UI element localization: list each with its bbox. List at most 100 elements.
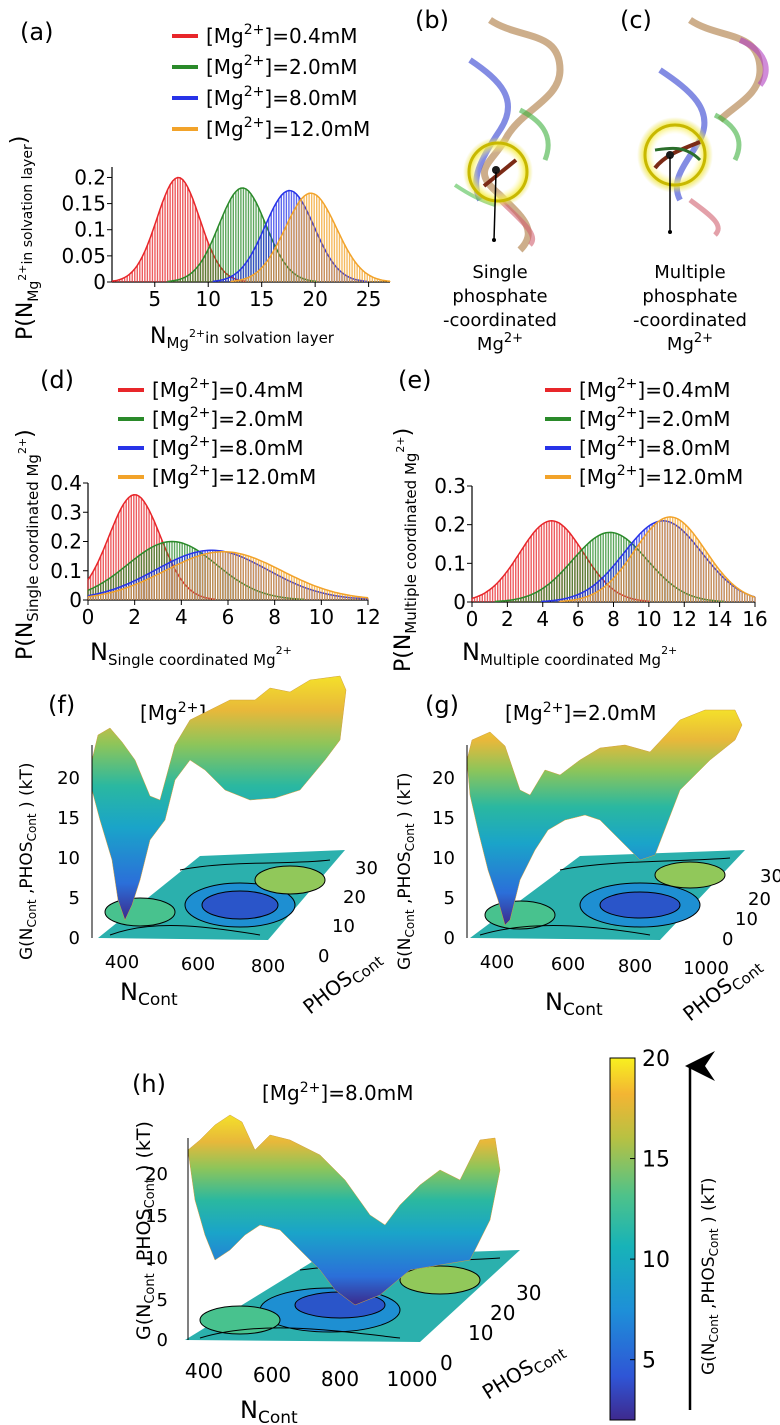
legend-label-a-3: [Mg2+]=12.0mM [206, 115, 370, 141]
ylabel-a: P(NMg2+in solvation layer) [7, 136, 42, 340]
z-tick-g-5: 5 [444, 888, 455, 909]
z-tick-h-0: 0 [157, 1330, 168, 1351]
x-tick-label-e: 8 [607, 607, 620, 631]
panel-d: (d) [Mg2+]=0.4mM [Mg2+]=2.0mM [Mg2+]=8.0mM… [13, 366, 381, 669]
legend-label-d-2: [Mg2+]=8.0mM [152, 434, 304, 460]
panel-label-a: (a) [20, 18, 53, 46]
z-tick-f-15: 15 [57, 808, 80, 829]
y-tick-label-a: 0.1 [74, 218, 106, 242]
z-tick-g-15: 15 [432, 808, 455, 829]
y-tick-g-0: 0 [722, 929, 733, 950]
y-tick-label-a: 0.15 [61, 192, 106, 216]
xlabel-e: NMultiple coordinated Mg2+ [462, 638, 677, 669]
zlabel-h: G(NCont ,PHOSCont ) (kT) [133, 1121, 158, 1340]
z-tick-g-10: 10 [432, 848, 455, 869]
ylabel-e: P(NMultiple coordinated Mg2+) [391, 428, 420, 672]
xlabel-h: NCont [240, 1396, 298, 1425]
x-tick-label-d: 0 [82, 605, 95, 629]
svg-text:PHOSCont: PHOSCont [298, 944, 387, 1022]
legend-label-e-1: [Mg2+]=2.0mM [579, 405, 731, 431]
series-e-3 [558, 516, 756, 603]
y-tick-label-e: 0 [453, 590, 466, 614]
x-tick-label-e: 16 [742, 607, 767, 631]
series-e-1 [494, 531, 725, 603]
y-tick-label-d: 0.4 [50, 471, 82, 495]
panel-a: (a) [Mg2+]=0.4mM [Mg2+]=2.0mM [Mg2+]=8.0mM… [7, 18, 391, 352]
panel-label-b: (b) [415, 6, 449, 34]
y-tick-g-20: 20 [748, 889, 771, 910]
x-tick-label-e: 4 [536, 607, 549, 631]
x-tick-h-1000: 1000 [387, 1367, 438, 1391]
x-tick-f-800: 800 [251, 956, 285, 977]
z-tick-h-5: 5 [157, 1290, 168, 1311]
y-tick-f-0: 0 [318, 946, 329, 967]
svg-text:P(NMg2+in solvation layer): P(NMg2+in solvation layer) [7, 136, 42, 340]
histogram-a: 5 10 15 20 25 00.050.10.15 0.2 [61, 165, 391, 311]
colorbar: 5 10 15 20 G(NCont ,PHOSCont ) (kT) [609, 1047, 721, 1421]
svg-text:G(NCont ,PHOSCont ) (kT): G(NCont ,PHOSCont ) (kT) [17, 762, 39, 960]
energy-surface-g [466, 709, 743, 926]
svg-text:P(NSingle coordinated Mg2+): P(NSingle coordinated Mg2+) [13, 429, 42, 660]
x-tick-label-e: 12 [672, 607, 697, 631]
z-tick-h-20: 20 [145, 1164, 168, 1185]
svg-text:G(NCont ,PHOSCont ) (kT): G(NCont ,PHOSCont ) (kT) [699, 1177, 721, 1375]
curve-e-3 [559, 516, 756, 603]
y-tick-label-d: 0.3 [50, 500, 82, 524]
x-tick-g-600: 600 [551, 954, 585, 975]
caption-b-line1: Single [472, 262, 527, 283]
panel-label-c: (c) [620, 6, 652, 34]
y-tick-h-10: 10 [468, 1321, 493, 1345]
rna-structure-b-image [453, 17, 564, 253]
y-tick-h-30: 30 [516, 1281, 541, 1305]
panel-label-d: (d) [40, 366, 74, 394]
x-tick-h-600: 600 [253, 1363, 291, 1387]
y-tick-f-10: 10 [332, 916, 355, 937]
z-tick-f-10: 10 [57, 848, 80, 869]
title-g: [Mg2+]=2.0mM [505, 700, 657, 725]
y-tick-label-d: 0.2 [50, 530, 82, 554]
legend-label-e-0: [Mg2+]=0.4mM [579, 376, 731, 402]
z-tick-f-0: 0 [69, 928, 80, 949]
panel-f: (f) [Mg2+]=0.4mM 0 5 10 15 20 400 600 80… [17, 675, 387, 1022]
z-tick-f-20: 20 [57, 768, 80, 789]
x-tick-label-a: 10 [196, 287, 221, 311]
legend-label-e-2: [Mg2+]=8.0mM [579, 434, 731, 460]
colorbar-tick-label: 5 [642, 1349, 656, 1374]
x-tick-label-e: 0 [466, 607, 479, 631]
y-tick-label-e: 0.1 [434, 551, 466, 575]
y-tick-label-a: 0.2 [74, 165, 106, 189]
colorbar-tick-label: 20 [642, 1047, 670, 1072]
series-d-3 [87, 550, 369, 600]
y-tick-label-e: 0.3 [434, 474, 466, 498]
y-tick-label-d: 0 [69, 588, 82, 612]
caption-b-line2: phosphate [452, 286, 547, 307]
y-tick-label-e: 0.2 [434, 513, 466, 537]
svg-text:PHOSCont: PHOSCont [478, 1336, 570, 1408]
caption-b-line4: Mg2+ [477, 331, 523, 355]
x-tick-f-400: 400 [105, 952, 139, 973]
legend-a: [Mg2+]=0.4mM [Mg2+]=2.0mM [Mg2+]=8.0mM [Mg2… [172, 22, 370, 141]
zlabel-f: G(NCont ,PHOSCont ) (kT) [17, 762, 39, 960]
xlabel-f: NCont [120, 978, 178, 1010]
colorbar-tick-label: 10 [642, 1248, 670, 1273]
legend-label-d-1: [Mg2+]=2.0mM [152, 405, 304, 431]
legend-e: [Mg2+]=0.4mM [Mg2+]=2.0mM [Mg2+]=8.0mM [Mg2… [545, 376, 743, 489]
x-tick-g-400: 400 [480, 952, 514, 973]
y-tick-f-20: 20 [343, 887, 366, 908]
x-tick-label-a: 20 [302, 287, 327, 311]
panel-label-e: (e) [398, 366, 432, 394]
y-tick-f-30: 30 [355, 858, 378, 879]
curve-d-3 [87, 550, 369, 599]
y-tick-g-30: 30 [760, 866, 780, 887]
xlabel-d: NSingle coordinated Mg2+ [90, 638, 292, 669]
x-tick-label-a: 5 [148, 287, 161, 311]
y-tick-h-0: 0 [440, 1351, 453, 1375]
zlabel-g: G(NCont ,PHOSCont ) (kT) [395, 772, 417, 970]
y-tick-h-20: 20 [490, 1301, 515, 1325]
legend-label-d-3: [Mg2+]=12.0mM [152, 463, 316, 489]
rna-structure-c-image [637, 17, 769, 237]
x-tick-label-d: 4 [175, 605, 188, 629]
